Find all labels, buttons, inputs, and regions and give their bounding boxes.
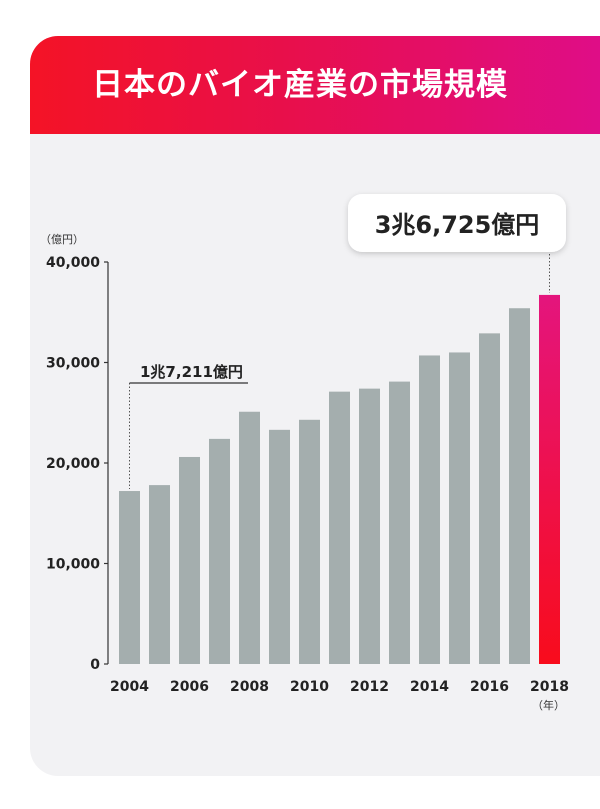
bar: [209, 438, 230, 664]
title-banner: 日本のバイオ産業の市場規模: [30, 36, 600, 134]
bar: [119, 491, 140, 664]
x-tick-label: 2012: [350, 679, 389, 695]
bar: [449, 352, 470, 664]
bar: [329, 391, 350, 664]
x-tick-label: 2014: [410, 679, 449, 695]
end-annotation: 3兆6,725億円: [348, 194, 566, 293]
x-tick-label: 2004: [110, 679, 149, 695]
x-tick-label: 2018: [530, 679, 569, 695]
y-axis-unit-label: （億円）: [40, 233, 84, 246]
bar: [269, 429, 290, 664]
bar: [299, 419, 320, 664]
x-tick-label: 2010: [290, 679, 329, 695]
bar: [419, 355, 440, 664]
end-callout-box: [348, 194, 566, 252]
bar: [149, 485, 170, 664]
y-tick-label: 10,000: [46, 557, 100, 573]
y-tick-label: 30,000: [46, 356, 100, 372]
x-axis-unit-label: （年）: [532, 698, 565, 712]
bar: [389, 381, 410, 664]
bar: [479, 333, 500, 664]
y-tick-label: 40,000: [46, 255, 100, 271]
x-tick-label: 2006: [170, 679, 209, 695]
y-tick-label: 20,000: [46, 456, 100, 472]
bar: [179, 456, 200, 664]
start-annotation-label: 1兆7,211億円: [140, 363, 243, 381]
bar: [509, 308, 530, 664]
end-annotation-label: 3兆6,725億円: [375, 211, 540, 239]
start-annotation: 1兆7,211億円: [129, 363, 248, 490]
chart-title: 日本のバイオ産業の市場規模: [92, 67, 508, 103]
y-tick-label: 0: [90, 657, 100, 673]
bar: [359, 388, 380, 664]
bar: [239, 411, 260, 664]
x-tick-label: 2016: [470, 679, 509, 695]
x-tick-label: 2008: [230, 679, 269, 695]
bar-highlight: [539, 294, 560, 664]
